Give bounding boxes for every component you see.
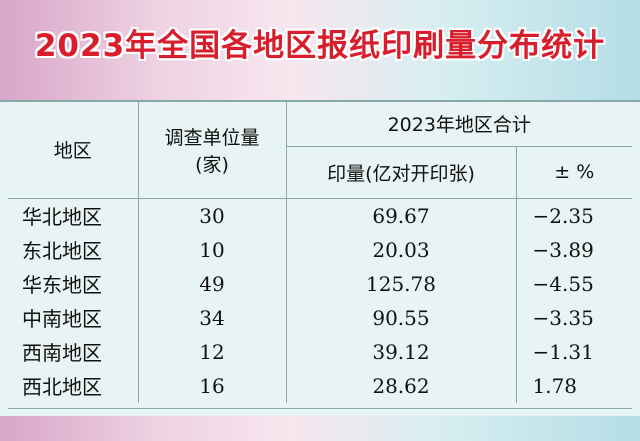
cell-change: 1.78 (515, 368, 633, 403)
cell-units: 10 (137, 232, 286, 267)
table-bottom-rule (8, 408, 632, 409)
cell-volume: 90.55 (285, 300, 516, 335)
cell-volume: 125.78 (285, 266, 516, 301)
cell-change: −3.35 (515, 300, 633, 335)
header-units: 调查单位量 (家) (137, 102, 286, 198)
stats-table-container: 地区 调查单位量 (家) 2023年地区合计 印量(亿对开印张) ± % 华北地… (0, 100, 640, 416)
cell-region: 西南地区 (22, 341, 102, 365)
cell-change: −3.89 (515, 232, 633, 267)
cell-units: 12 (137, 334, 286, 369)
cell-volume: 69.67 (285, 198, 516, 233)
cell-region: 西北地区 (22, 375, 102, 399)
header-region: 地区 (53, 140, 92, 163)
cell-change: −2.35 (515, 198, 633, 233)
header-group: 2023年地区合计 (285, 102, 633, 147)
cell-units: 49 (137, 266, 286, 301)
stats-table: 地区 调查单位量 (家) 2023年地区合计 印量(亿对开印张) ± % 华北地… (8, 102, 633, 403)
page-title: 2023年全国各地区报纸印刷量分布统计 (34, 28, 606, 64)
table-row: 西南地区 12 39.12 −1.31 (8, 334, 633, 369)
cell-region: 中南地区 (22, 307, 102, 331)
cell-change: −4.55 (515, 266, 633, 301)
cell-change: −1.31 (515, 334, 633, 369)
cell-region: 华北地区 (22, 205, 102, 229)
cell-units: 16 (137, 368, 286, 403)
cell-region: 华东地区 (22, 273, 102, 297)
cell-units: 30 (137, 198, 286, 233)
header-volume: 印量(亿对开印张) (285, 146, 516, 199)
header-change: ± % (515, 146, 633, 199)
cell-volume: 20.03 (285, 232, 516, 267)
table-row: 西北地区 16 28.62 1.78 (8, 368, 633, 403)
table-row: 华北地区 30 69.67 −2.35 (8, 198, 633, 233)
cell-volume: 28.62 (285, 368, 516, 403)
table-row: 东北地区 10 20.03 −3.89 (8, 232, 633, 267)
cell-units: 34 (137, 300, 286, 335)
table-row: 中南地区 34 90.55 −3.35 (8, 300, 633, 335)
header-units-line2: (家) (195, 153, 229, 176)
header-units-line1: 调查单位量 (164, 126, 260, 149)
table-row: 华东地区 49 125.78 −4.55 (8, 266, 633, 301)
cell-region: 东北地区 (22, 239, 102, 263)
cell-volume: 39.12 (285, 334, 516, 369)
